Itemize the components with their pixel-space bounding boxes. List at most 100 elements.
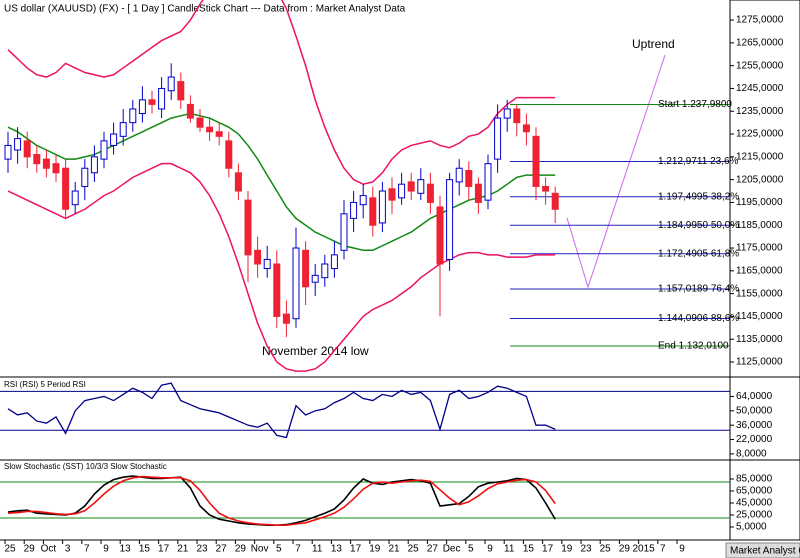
candle-body bbox=[23, 140, 31, 158]
y-tick-label: 5,0000 bbox=[736, 522, 767, 533]
y-tick-label: 65,0000 bbox=[736, 486, 773, 497]
candle-body bbox=[90, 156, 98, 174]
x-tick-label: Dec bbox=[443, 544, 461, 555]
candle-body bbox=[52, 163, 60, 174]
x-tick-label: 2015 bbox=[632, 544, 655, 555]
candle-body bbox=[263, 258, 271, 270]
x-tick-label: 5 bbox=[276, 544, 282, 555]
candle-body bbox=[4, 144, 12, 160]
candle-body bbox=[378, 190, 386, 224]
candle-body bbox=[81, 167, 89, 187]
candle-body bbox=[234, 172, 242, 192]
y-tick-label: 1235,0000 bbox=[736, 106, 784, 117]
y-tick-label: 1145,0000 bbox=[736, 311, 783, 322]
projection bbox=[566, 54, 666, 289]
x-tick-label: 13 bbox=[120, 544, 132, 555]
x-tick-label: 15 bbox=[139, 544, 151, 555]
x-tick-label: 5 bbox=[468, 544, 474, 555]
y-tick-label: 1125,0000 bbox=[736, 357, 783, 368]
candle-body bbox=[340, 213, 348, 251]
candle-body bbox=[33, 154, 41, 165]
x-tick-label: 17 bbox=[542, 544, 554, 555]
y-tick-label: 45,0000 bbox=[736, 498, 773, 509]
candle-body bbox=[225, 140, 233, 169]
y-tick-label: 64,0000 bbox=[736, 391, 773, 402]
rsi-line bbox=[7, 382, 556, 439]
fib-label: Start 1.237,9800 bbox=[658, 99, 732, 110]
stoch-title: Slow Stochastic (SST) 10/3/3 Slow Stocha… bbox=[4, 462, 167, 471]
x-tick-label: 29 bbox=[619, 544, 631, 555]
candle-body bbox=[369, 197, 377, 226]
candle-body bbox=[119, 122, 127, 137]
y-tick-label: 1265,0000 bbox=[736, 37, 784, 48]
candle-body bbox=[110, 133, 118, 146]
candle-body bbox=[542, 185, 550, 192]
y-tick-label: 50,0000 bbox=[736, 405, 773, 416]
x-tick-label: 13 bbox=[331, 544, 343, 555]
candle-body bbox=[254, 249, 262, 265]
candle-body bbox=[148, 99, 156, 105]
candle-body bbox=[522, 124, 530, 133]
y-tick-label: 25,0000 bbox=[736, 510, 773, 521]
x-tick-label: 9 bbox=[487, 544, 493, 555]
bollinger-band bbox=[7, 112, 556, 252]
y-tick-label: 1225,0000 bbox=[736, 129, 784, 140]
candle-body bbox=[71, 190, 79, 206]
stoch-line bbox=[7, 475, 556, 527]
candle-body bbox=[330, 254, 338, 270]
candle-body bbox=[426, 183, 434, 203]
footer: Market Analyst 6 bbox=[730, 546, 800, 557]
y-tick-label: 1195,0000 bbox=[736, 197, 783, 208]
fib-label: 1.197,4995 38,2% bbox=[658, 191, 739, 202]
fib-label: 1.157,0189 76,4% bbox=[658, 284, 739, 295]
candle-body bbox=[138, 99, 146, 115]
candle-body bbox=[513, 108, 521, 124]
candle-body bbox=[465, 170, 473, 187]
y-tick-label: 85,0000 bbox=[736, 474, 773, 485]
candle-body bbox=[350, 201, 358, 219]
x-tick-label: 7 bbox=[84, 544, 90, 555]
candle-body bbox=[100, 140, 108, 160]
candle-body bbox=[551, 192, 559, 210]
candle-body bbox=[158, 87, 166, 110]
candle-body bbox=[455, 167, 463, 183]
candle-body bbox=[282, 313, 290, 324]
candle-body bbox=[292, 247, 300, 320]
x-tick-label: 7 bbox=[660, 544, 666, 555]
annotation: November 2014 low bbox=[262, 344, 369, 358]
candle-body bbox=[436, 206, 444, 265]
candle-body bbox=[14, 138, 22, 151]
x-tick-label: Nov bbox=[251, 544, 269, 555]
annotation: Uptrend bbox=[632, 37, 675, 51]
candle-body bbox=[398, 183, 406, 199]
y-tick-label: 1185,0000 bbox=[736, 220, 783, 231]
chart-title: US dollar (XAUUSD) (FX) - [ 1 Day ] Cand… bbox=[4, 4, 406, 15]
candle-body bbox=[388, 188, 396, 201]
x-tick-label: 19 bbox=[369, 544, 381, 555]
candle-body bbox=[42, 158, 50, 169]
candle-body bbox=[196, 117, 204, 128]
candle-body bbox=[215, 131, 223, 137]
y-tick-label: 1205,0000 bbox=[736, 174, 784, 185]
fib-label: 1.144,0906 88,6% bbox=[658, 313, 739, 324]
x-tick-label: 9 bbox=[103, 544, 109, 555]
candle-body bbox=[417, 179, 425, 194]
x-tick-label: 29 bbox=[235, 544, 247, 555]
rsi-title: RSI (RSI) 5 Period RSI bbox=[4, 380, 86, 389]
x-tick-label: 25 bbox=[408, 544, 420, 555]
x-tick-label: 27 bbox=[216, 544, 228, 555]
bollinger-band bbox=[7, 162, 556, 372]
x-tick-label: 25 bbox=[600, 544, 612, 555]
x-tick-label: 19 bbox=[561, 544, 573, 555]
candle-body bbox=[167, 76, 175, 92]
x-tick-label: Oct bbox=[41, 544, 57, 555]
y-tick-label: 22,0000 bbox=[736, 434, 773, 445]
candle-body bbox=[446, 179, 454, 260]
candle-body bbox=[206, 126, 214, 133]
candle-body bbox=[494, 117, 502, 160]
y-tick-label: 1215,0000 bbox=[736, 151, 784, 162]
candle-body bbox=[129, 108, 137, 124]
candle-body bbox=[186, 103, 194, 119]
fib-label: End 1.132,0100 bbox=[658, 341, 729, 352]
